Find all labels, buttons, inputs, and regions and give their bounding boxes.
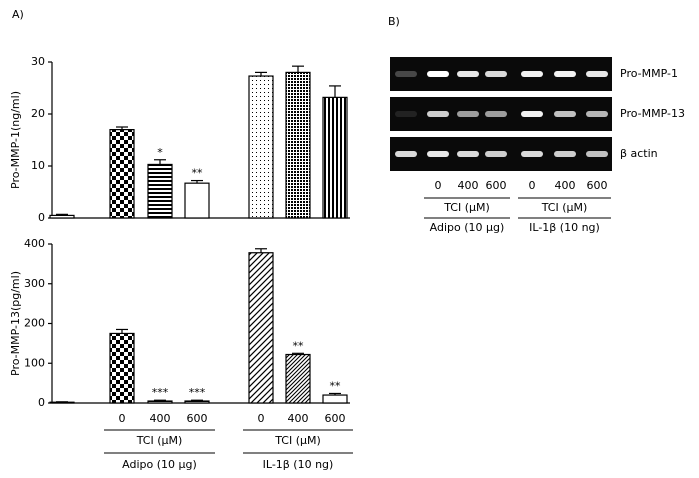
- gel-band: [586, 151, 608, 157]
- x-tick-label: 600: [325, 412, 346, 425]
- bar: [109, 129, 135, 219]
- gel-band: [485, 111, 507, 117]
- bar: [322, 394, 348, 404]
- gel-lane-label: 600: [587, 179, 608, 192]
- bar: [147, 163, 173, 219]
- group-unit: TCI (μM): [274, 434, 321, 447]
- bar: [49, 214, 75, 219]
- y-tick-label: 300: [24, 277, 45, 290]
- bar: [248, 252, 274, 404]
- gel-band: [521, 111, 543, 117]
- x-tick-label: 400: [288, 412, 309, 425]
- significance: **: [330, 379, 342, 392]
- x-tick-label: 400: [150, 412, 171, 425]
- group-name: Adipo (10 μg): [122, 458, 197, 471]
- y-tick-label: 400: [24, 237, 45, 250]
- gel-band: [485, 151, 507, 157]
- gel-lane-label: 600: [486, 179, 507, 192]
- gel-band: [554, 151, 576, 157]
- y-axis-label: Pro-MMP-13(pg/ml): [9, 271, 22, 376]
- gel-row-label: Pro-MMP-1: [620, 67, 678, 80]
- gel-band: [427, 71, 449, 77]
- y-axis-label: Pro-MMP-1(ng/ml): [9, 91, 22, 189]
- bar: [184, 182, 210, 219]
- y-tick-label: 0: [38, 396, 45, 409]
- significance: **: [293, 339, 305, 352]
- panel-label: A): [12, 8, 24, 21]
- gel-band: [521, 151, 543, 157]
- bar: [285, 71, 311, 219]
- gel-row-label: β actin: [620, 147, 658, 160]
- gel-band: [427, 111, 449, 117]
- gel-lane-label: 0: [435, 179, 442, 192]
- bar: [184, 400, 210, 404]
- gel-band: [457, 151, 479, 157]
- significance: ***: [152, 386, 169, 399]
- bar: [147, 400, 173, 404]
- y-tick-label: 10: [31, 159, 45, 172]
- group-name: IL-1β (10 ng): [263, 458, 334, 471]
- y-tick-label: 0: [38, 211, 45, 224]
- gel-band: [521, 71, 543, 77]
- gel-band: [554, 111, 576, 117]
- x-tick-label: 600: [187, 412, 208, 425]
- significance: ***: [189, 386, 206, 399]
- y-tick-label: 200: [24, 317, 45, 330]
- x-tick-label: 0: [258, 412, 265, 425]
- group-unit: TCI (μM): [136, 434, 183, 447]
- gel-group-name: IL-1β (10 ng): [529, 221, 600, 234]
- gel-band: [395, 111, 417, 117]
- gel-band: [586, 111, 608, 117]
- gel-band: [395, 71, 417, 77]
- gel-group-unit: TCI (μM): [541, 201, 588, 214]
- gel-row-label: Pro-MMP-13: [620, 107, 685, 120]
- gel-band: [485, 71, 507, 77]
- x-tick-label: 0: [119, 412, 126, 425]
- gel-band: [457, 111, 479, 117]
- gel-band: [395, 151, 417, 157]
- bar: [109, 332, 135, 404]
- y-tick-label: 100: [24, 356, 45, 369]
- gel-lane-label: 400: [555, 179, 576, 192]
- y-tick-label: 20: [31, 107, 45, 120]
- gel-band: [427, 151, 449, 157]
- gel-band: [457, 71, 479, 77]
- bar: [322, 96, 348, 219]
- gel-lane-label: 400: [458, 179, 479, 192]
- significance: *: [157, 146, 163, 159]
- gel-band: [586, 71, 608, 77]
- bar: [248, 75, 274, 219]
- gel-band: [554, 71, 576, 77]
- y-tick-label: 30: [31, 55, 45, 68]
- panel-label: B): [388, 15, 400, 28]
- gel-lane-label: 0: [529, 179, 536, 192]
- gel-group-name: Adipo (10 μg): [430, 221, 505, 234]
- significance: **: [192, 167, 204, 180]
- bar: [285, 353, 311, 404]
- gel-group-unit: TCI (μM): [443, 201, 490, 214]
